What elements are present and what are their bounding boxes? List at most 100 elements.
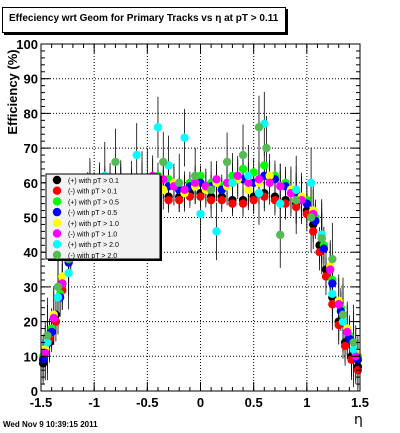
data-point bbox=[319, 244, 329, 253]
y-tick-label: 10 bbox=[24, 349, 38, 364]
legend-entry: (-) with pT > 0.5 bbox=[68, 210, 117, 217]
y-tick-label: 90 bbox=[24, 72, 38, 87]
x-tick-label: 0 bbox=[197, 395, 204, 410]
legend-marker bbox=[52, 240, 62, 249]
legend-marker bbox=[52, 207, 62, 217]
legend-entry: (-) with pT > 2.0 bbox=[68, 253, 117, 260]
legend-box bbox=[45, 173, 161, 260]
y-tick-label: 30 bbox=[24, 280, 38, 295]
data-point bbox=[217, 195, 226, 205]
y-tick-label: 60 bbox=[24, 176, 38, 191]
tick-labels: -1.5 -1 -0.5 0 0.5 1 1.5 0 10 20 30 40 50 60 70 80 90 100 bbox=[16, 37, 369, 410]
data-point bbox=[317, 234, 326, 243]
data-point bbox=[233, 171, 242, 181]
data-point bbox=[262, 143, 271, 153]
data-point bbox=[190, 178, 200, 187]
legend-marker bbox=[52, 175, 62, 185]
legend-marker bbox=[52, 197, 62, 206]
x-tick-label: 1.5 bbox=[351, 395, 369, 410]
data-point bbox=[292, 195, 301, 205]
y-axis-label: Efficiency (%) bbox=[5, 49, 20, 134]
data-point bbox=[328, 289, 337, 299]
data-point bbox=[164, 195, 173, 205]
y-tick-label: 100 bbox=[16, 37, 38, 52]
data-point bbox=[64, 268, 73, 278]
data-point bbox=[206, 185, 216, 194]
y-tick-label: 40 bbox=[24, 245, 38, 260]
data-point bbox=[238, 164, 248, 174]
data-point bbox=[292, 202, 301, 212]
data-point bbox=[212, 227, 221, 236]
data-point bbox=[49, 313, 58, 323]
legend-entry: (+) with pT > 1.0 bbox=[68, 221, 119, 228]
data-point bbox=[175, 178, 184, 187]
data-point bbox=[228, 178, 237, 187]
x-tick-label: -1.5 bbox=[30, 395, 52, 410]
data-point bbox=[338, 317, 348, 326]
x-tick-label: 1 bbox=[303, 395, 310, 410]
data-point bbox=[260, 161, 269, 170]
data-point bbox=[159, 157, 168, 167]
legend-entry: (+) with pT > 0.5 bbox=[68, 199, 119, 206]
data-point bbox=[276, 182, 285, 191]
data-point bbox=[212, 175, 221, 184]
data-point bbox=[244, 185, 253, 194]
data-point bbox=[340, 341, 350, 351]
data-point bbox=[132, 150, 141, 160]
data-point bbox=[349, 345, 358, 354]
legend: (+) with pT > 0.1 (-) with pT > 0.1 (+) wi… bbox=[45, 173, 162, 261]
y-tick-label: 70 bbox=[24, 141, 38, 156]
data-point bbox=[238, 199, 248, 208]
y-tick-label: 50 bbox=[24, 211, 38, 226]
data-point bbox=[254, 189, 264, 198]
data-point bbox=[306, 213, 316, 222]
data-point bbox=[249, 195, 258, 205]
x-axis-label: η bbox=[354, 412, 363, 428]
data-point bbox=[53, 282, 63, 292]
y-tick-label: 80 bbox=[24, 106, 38, 121]
x-tick-label: -1 bbox=[88, 395, 100, 410]
legend-marker bbox=[52, 229, 62, 238]
data-point bbox=[321, 272, 331, 281]
y-tick-label: 0 bbox=[31, 384, 38, 399]
data-point bbox=[180, 185, 189, 194]
data-point bbox=[254, 123, 264, 132]
data-point bbox=[244, 171, 253, 181]
data-point bbox=[276, 230, 285, 240]
data-point bbox=[196, 209, 205, 219]
data-point bbox=[328, 300, 337, 309]
data-point bbox=[343, 327, 352, 337]
data-point bbox=[276, 199, 285, 208]
title-box: Effeciency wrt Geom for Primary Tracks v… bbox=[2, 7, 286, 33]
data-point bbox=[334, 300, 343, 309]
axis-ticks bbox=[40, 43, 361, 392]
data-point bbox=[238, 150, 248, 160]
data-point bbox=[349, 338, 358, 347]
data-point bbox=[328, 254, 337, 264]
legend-marker bbox=[52, 218, 62, 227]
x-tick-label: -0.5 bbox=[136, 395, 158, 410]
data-point bbox=[196, 192, 205, 201]
data-point bbox=[326, 265, 335, 274]
data-point bbox=[206, 195, 216, 205]
data-point bbox=[309, 227, 318, 236]
data-point bbox=[180, 133, 189, 142]
data-point bbox=[222, 157, 232, 167]
data-point bbox=[292, 185, 301, 194]
timestamp: Wed Nov 9 10:39:15 2011 bbox=[3, 420, 98, 429]
legend-entry: (-) with pT > 0.1 bbox=[68, 189, 117, 196]
chart-title: Effeciency wrt Geom for Primary Tracks v… bbox=[9, 13, 279, 24]
data-point bbox=[328, 279, 337, 288]
data-point bbox=[43, 331, 52, 340]
data-point bbox=[53, 293, 63, 302]
data-point bbox=[306, 178, 316, 187]
legend-entry: (+) with pT > 0.1 bbox=[68, 178, 119, 185]
data-point bbox=[228, 199, 237, 208]
legend-marker bbox=[52, 186, 62, 195]
data-point bbox=[265, 178, 274, 187]
data-point bbox=[265, 171, 274, 181]
legend-entry: (+) with pT > 2.0 bbox=[68, 242, 119, 249]
data-point bbox=[254, 175, 264, 184]
y-tick-label: 20 bbox=[24, 315, 38, 330]
